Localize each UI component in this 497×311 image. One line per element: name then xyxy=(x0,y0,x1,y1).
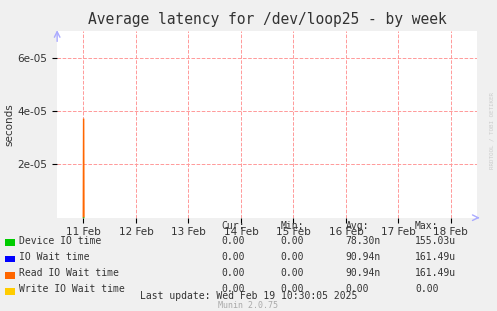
Text: Write IO Wait time: Write IO Wait time xyxy=(19,284,125,294)
Y-axis label: seconds: seconds xyxy=(5,103,15,146)
Text: 161.49u: 161.49u xyxy=(415,268,456,278)
Text: Last update: Wed Feb 19 10:30:05 2025: Last update: Wed Feb 19 10:30:05 2025 xyxy=(140,291,357,301)
Text: RRDTOOL / TOBI OETIKER: RRDTOOL / TOBI OETIKER xyxy=(490,92,495,169)
Text: 155.03u: 155.03u xyxy=(415,236,456,246)
Text: 0.00: 0.00 xyxy=(281,284,304,294)
Text: Cur:: Cur: xyxy=(221,220,245,230)
Title: Average latency for /dev/loop25 - by week: Average latency for /dev/loop25 - by wee… xyxy=(88,12,446,27)
Text: 0.00: 0.00 xyxy=(345,284,369,294)
Text: Device IO time: Device IO time xyxy=(19,236,101,246)
Text: 0.00: 0.00 xyxy=(221,284,245,294)
Text: 90.94n: 90.94n xyxy=(345,252,381,262)
Text: Read IO Wait time: Read IO Wait time xyxy=(19,268,119,278)
Text: 0.00: 0.00 xyxy=(221,252,245,262)
Text: 0.00: 0.00 xyxy=(415,284,438,294)
Text: 0.00: 0.00 xyxy=(221,236,245,246)
Text: Avg:: Avg: xyxy=(345,220,369,230)
Text: 161.49u: 161.49u xyxy=(415,252,456,262)
Text: 90.94n: 90.94n xyxy=(345,268,381,278)
Text: 0.00: 0.00 xyxy=(221,268,245,278)
Text: Max:: Max: xyxy=(415,220,438,230)
Text: 0.00: 0.00 xyxy=(281,236,304,246)
Text: Min:: Min: xyxy=(281,220,304,230)
Text: 0.00: 0.00 xyxy=(281,268,304,278)
Text: IO Wait time: IO Wait time xyxy=(19,252,89,262)
Text: 78.30n: 78.30n xyxy=(345,236,381,246)
Text: 0.00: 0.00 xyxy=(281,252,304,262)
Text: Munin 2.0.75: Munin 2.0.75 xyxy=(219,301,278,310)
